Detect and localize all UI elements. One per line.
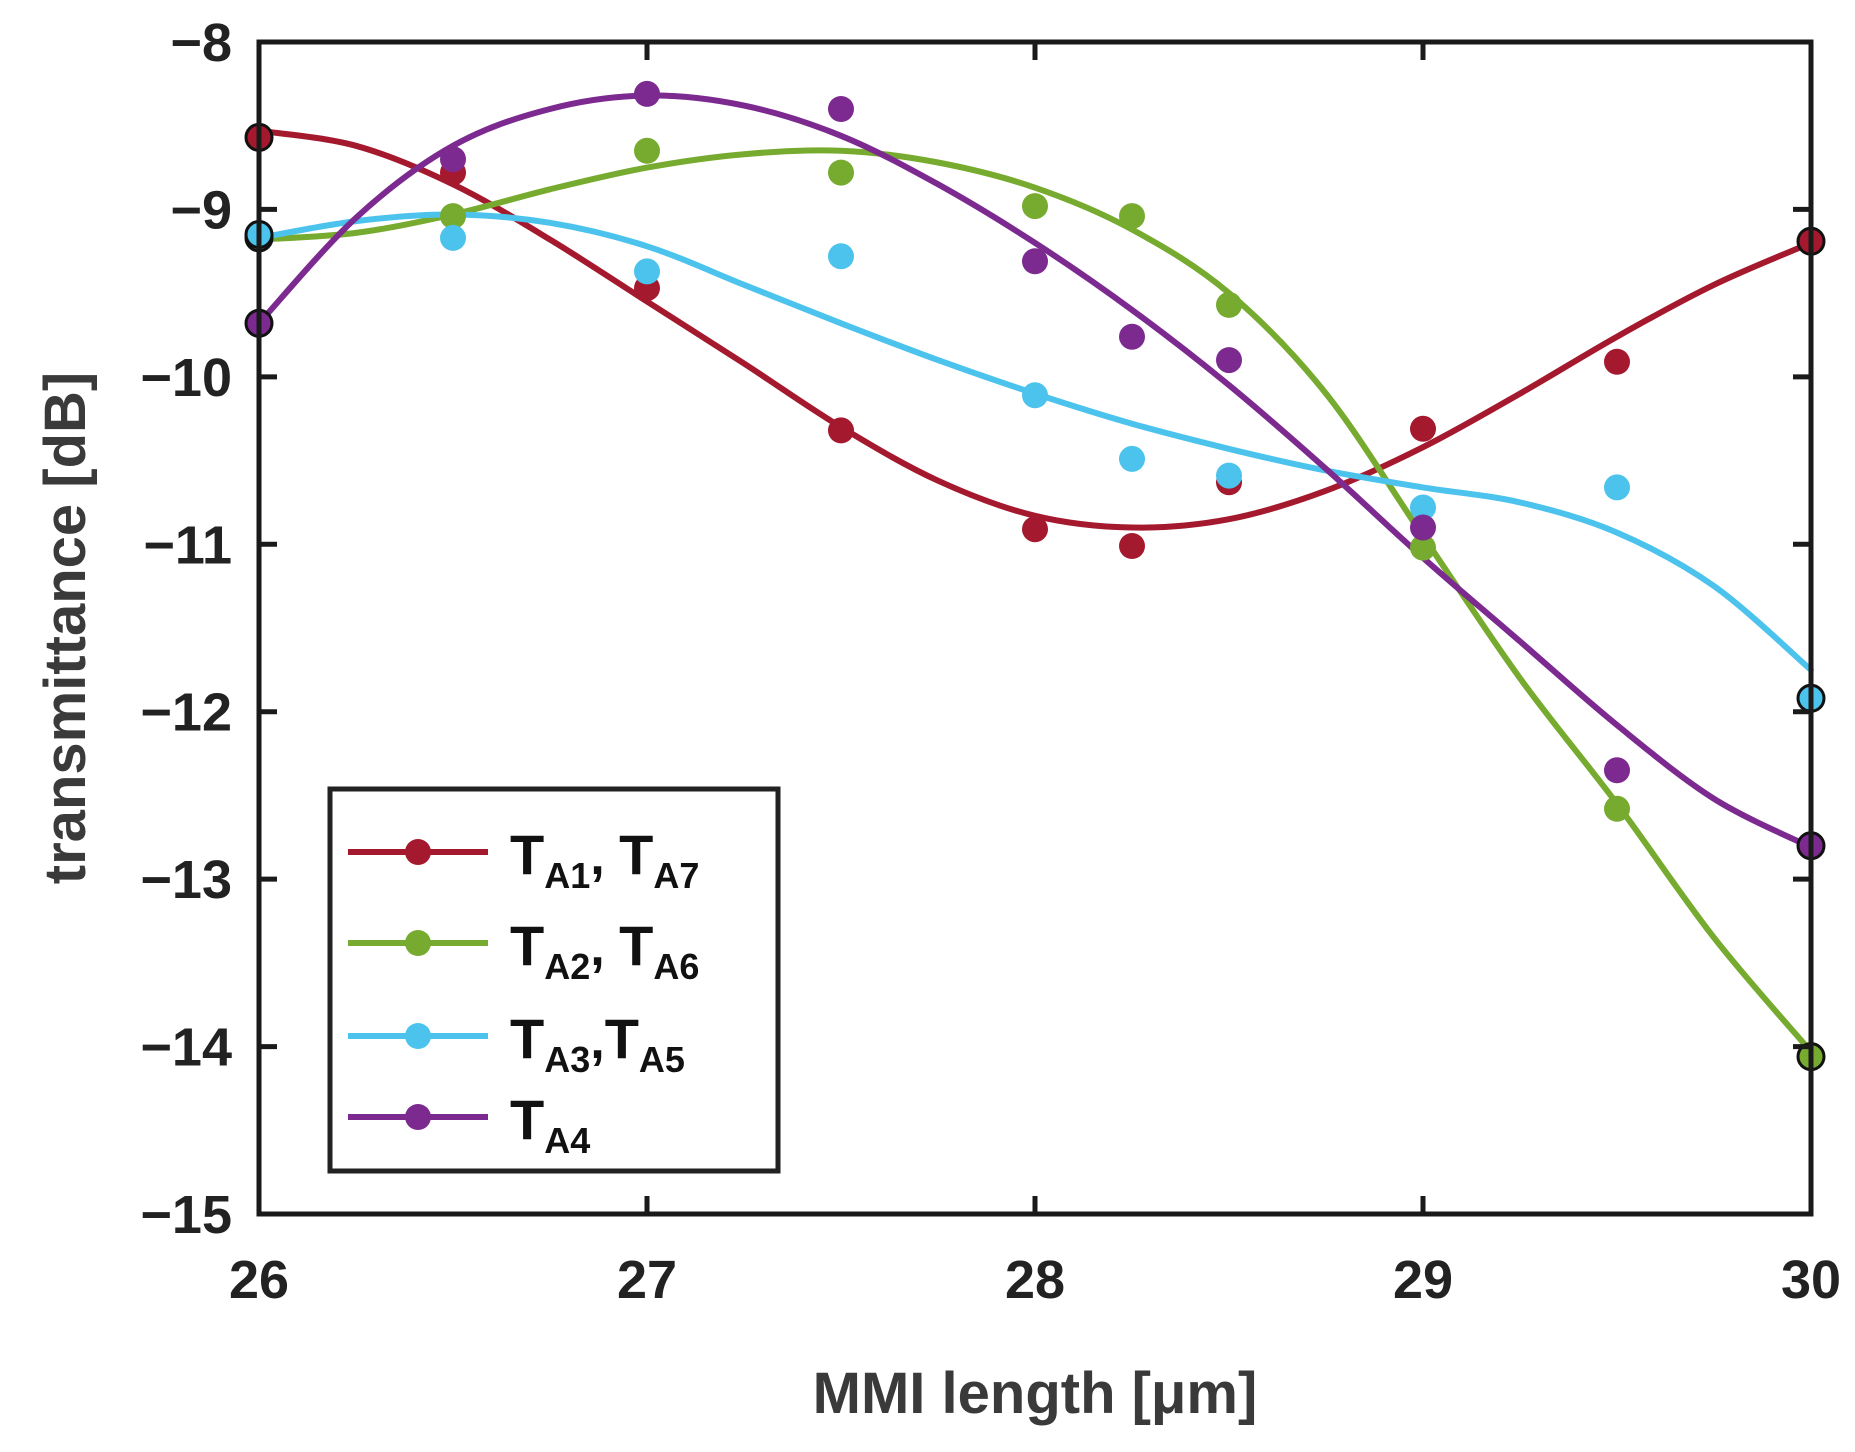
legend-marker-ta4 <box>405 1104 431 1130</box>
data-point-ta4 <box>828 96 854 122</box>
legend-subscript: A1 <box>544 855 590 896</box>
x-tick-label: 26 <box>229 1250 289 1310</box>
data-point-ta2-ta6 <box>440 203 466 230</box>
legend-marker-ta1-ta7 <box>405 839 431 865</box>
data-point-ta3-ta5 <box>828 243 854 270</box>
data-point-ta2-ta6 <box>634 137 660 164</box>
legend-subscript: A5 <box>639 1039 685 1080</box>
legend-subscript: A4 <box>544 1120 590 1161</box>
y-tick-label: −15 <box>140 1185 232 1245</box>
data-point-ta2-ta6 <box>1216 291 1242 318</box>
legend-main-letter: T <box>619 823 653 886</box>
legend-main-letter: T <box>510 823 544 886</box>
data-point-ta4 <box>1604 757 1630 784</box>
data-point-ta4 <box>440 146 466 173</box>
data-point-ta4 <box>634 80 660 107</box>
data-point-ta2-ta6 <box>1410 534 1436 561</box>
tick-labels: 26 27 28 29 30 −15 −14 −13 −12 −11 −10 −9 −8 <box>140 13 1841 1310</box>
y-tick-label: −11 <box>143 515 232 575</box>
x-tick-label: 30 <box>1781 1250 1841 1310</box>
data-point-ta3-ta5 <box>1022 382 1048 409</box>
data-point-ta3-ta5 <box>1604 474 1630 501</box>
data-point-ta3-ta5 <box>1216 462 1242 489</box>
series-line-ta1-ta7 <box>256 127 1814 531</box>
legend-subscript: A7 <box>653 855 699 896</box>
data-point-ta3-ta5 <box>634 258 660 285</box>
legend-label-ta1-ta7: TA1, TA7 <box>510 823 699 896</box>
data-point-ta4 <box>1022 248 1048 275</box>
legend-separator: , <box>590 1012 604 1070</box>
legend-marker-ta3-ta5 <box>405 1023 431 1049</box>
y-tick-label: −14 <box>140 1018 232 1078</box>
legend-subscript: A3 <box>544 1039 590 1080</box>
x-tick-label: 28 <box>1005 1250 1065 1310</box>
legend-main-letter: T <box>510 1007 544 1070</box>
legend-main-letter: T <box>619 914 653 977</box>
legend-label-ta3-ta5: TA3,TA5 <box>510 1007 685 1080</box>
legend-main-letter: T <box>510 914 544 977</box>
y-tick-label: −8 <box>170 13 232 73</box>
series-line-ta2-ta6 <box>256 147 1814 1055</box>
legend-label-ta2-ta6: TA2, TA6 <box>510 914 699 987</box>
legend-separator: , <box>590 919 619 977</box>
y-tick-label: −13 <box>140 850 232 910</box>
data-point-ta4 <box>1410 514 1436 541</box>
data-point-ta2-ta6 <box>1022 193 1048 220</box>
x-tick-label: 29 <box>1393 1250 1453 1310</box>
data-point-ta2-ta6 <box>1604 795 1630 822</box>
legend-subscript: A6 <box>653 946 699 987</box>
data-point-ta1-ta7 <box>1604 348 1630 375</box>
series-line-ta4 <box>256 92 1814 851</box>
data-point-ta3-ta5 <box>1119 445 1145 472</box>
legend-separator: , <box>590 828 619 886</box>
legend-label-ta4: TA4 <box>510 1088 590 1161</box>
data-point-ta3-ta5 <box>1410 494 1436 521</box>
legend-marker-ta2-ta6 <box>405 930 431 956</box>
x-tick-label: 27 <box>617 1250 677 1310</box>
data-point-ta1-ta7 <box>1022 516 1048 543</box>
data-point-ta2-ta6 <box>1119 203 1145 230</box>
y-tick-label: −9 <box>170 180 232 240</box>
data-point-ta4 <box>1216 347 1242 374</box>
data-point-ta3-ta5 <box>440 224 466 251</box>
legend-main-letter: T <box>605 1007 639 1070</box>
data-point-ta4 <box>1119 323 1145 350</box>
data-point-ta1-ta7 <box>1410 415 1436 442</box>
legend-main-letter: T <box>510 1088 544 1151</box>
data-point-ta1-ta7 <box>1119 533 1145 559</box>
y-axis-label: transmittance [dB] <box>33 372 98 884</box>
axis-ticks <box>256 39 1814 1217</box>
data-point-ta1-ta7 <box>828 417 854 444</box>
x-axis-label: MMI length [μm] <box>813 1361 1258 1426</box>
data-point-ta2-ta6 <box>828 159 854 186</box>
y-tick-label: −12 <box>140 683 232 743</box>
y-tick-label: −10 <box>140 348 232 408</box>
legend-subscript: A2 <box>544 946 590 987</box>
